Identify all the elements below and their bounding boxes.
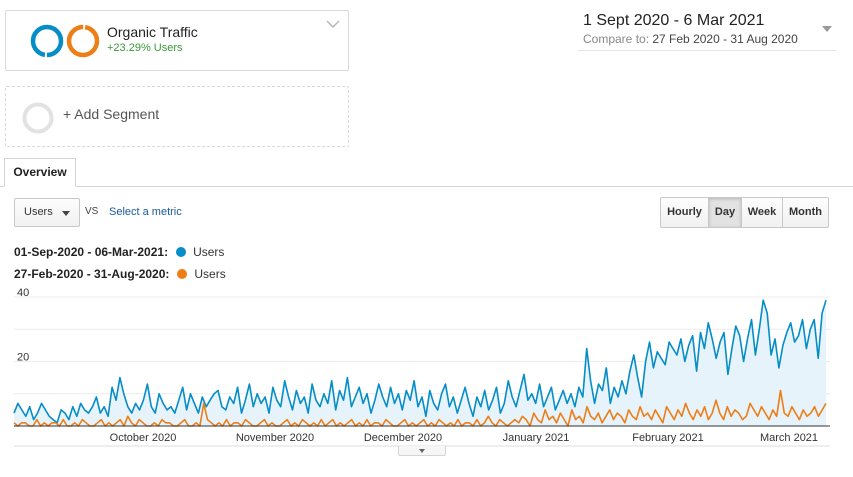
legend-current: 01-Sep-2020 - 06-Mar-2021: Users	[14, 245, 224, 259]
legend-dot-icon	[176, 247, 187, 257]
y-tick-label: 40	[17, 287, 29, 299]
vs-label: VS	[85, 206, 99, 217]
segment-card[interactable]: Organic Traffic +23.29% Users	[5, 10, 349, 71]
legend-range: 01-Sep-2020 - 06-Mar-2021:	[14, 245, 169, 259]
compare-label: Compare to:	[583, 32, 650, 46]
metric-select-value: Users	[24, 206, 53, 218]
date-range-picker[interactable]: 1 Sept 2020 - 6 Mar 2021 Compare to: 27 …	[578, 9, 836, 51]
segment-donut-icons	[30, 24, 100, 58]
week-button[interactable]: Week	[741, 197, 783, 228]
segment-placeholder-icon	[22, 102, 54, 134]
series-line-0	[13, 299, 827, 424]
chart-svg: 20 40 October 2020 November 2020 December 20…	[13, 287, 830, 447]
segment-name: Organic Traffic	[107, 24, 198, 40]
y-tick-label: 20	[17, 352, 29, 364]
chevron-down-icon[interactable]	[326, 19, 340, 29]
legend-metric: Users	[194, 267, 226, 281]
day-button[interactable]: Day	[708, 197, 742, 228]
hourly-button[interactable]: Hourly	[660, 197, 709, 228]
tab-overview[interactable]: Overview	[4, 158, 76, 187]
date-range-compare: Compare to: 27 Feb 2020 - 31 Aug 2020	[583, 32, 798, 46]
legend-metric: Users	[193, 245, 225, 259]
tab-divider	[0, 186, 853, 187]
x-tick-label: February 2021	[632, 432, 704, 444]
compare-range: 27 Feb 2020 - 31 Aug 2020	[652, 32, 798, 46]
x-tick-label: December 2020	[364, 432, 442, 444]
add-segment-button[interactable]: + Add Segment	[5, 86, 349, 147]
caret-down-icon	[62, 211, 70, 216]
users-line-chart: 20 40 October 2020 November 2020 December 20…	[0, 280, 853, 477]
add-segment-label: + Add Segment	[63, 106, 160, 122]
legend-range: 27-Feb-2020 - 31-Aug-2020:	[14, 267, 170, 281]
segment-change: +23.29% Users	[107, 42, 183, 54]
x-tick-label: November 2020	[236, 432, 314, 444]
x-tick-label: March 2021	[760, 432, 818, 444]
chart-collapse-handle[interactable]	[398, 446, 446, 456]
legend-compare: 27-Feb-2020 - 31-Aug-2020: Users	[14, 267, 226, 281]
caret-down-icon	[419, 449, 425, 453]
legend-dot-icon	[177, 269, 188, 279]
x-tick-label: January 2021	[503, 432, 570, 444]
month-button[interactable]: Month	[782, 197, 829, 228]
select-metric-link[interactable]: Select a metric	[109, 206, 182, 218]
caret-down-icon[interactable]	[822, 26, 832, 32]
granularity-toggle: Hourly Day Week Month	[660, 197, 829, 228]
date-range-main: 1 Sept 2020 - 6 Mar 2021	[583, 12, 765, 29]
series-area-0	[14, 300, 826, 426]
metric-select[interactable]: Users	[14, 198, 80, 227]
x-tick-label: October 2020	[110, 432, 177, 444]
